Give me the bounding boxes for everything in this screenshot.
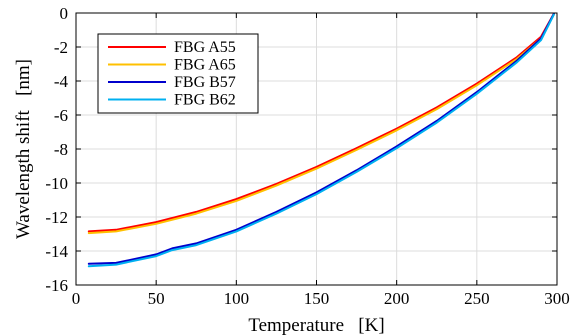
x-tick-label: 250 xyxy=(464,289,490,308)
y-tick-label: -10 xyxy=(45,174,68,193)
series-line-fbg-b57 xyxy=(87,12,555,265)
y-tick-label: -16 xyxy=(45,276,68,295)
y-tick-label: -12 xyxy=(45,208,68,227)
legend-label: FBG B62 xyxy=(174,92,236,109)
y-tick-label: -2 xyxy=(54,38,68,57)
legend-label: FBG A55 xyxy=(174,39,236,56)
y-tick-label: -8 xyxy=(54,140,68,159)
x-axis-label: Temperature [K] xyxy=(248,315,384,336)
series-lines xyxy=(87,12,555,268)
tick-labels: 0 50 100 150 200 250 300 0 -2 -4 -6 -8 -10 -12 -14 -16 xyxy=(45,4,569,308)
x-tick-label: 50 xyxy=(148,289,165,308)
series-line-fbg-b62 xyxy=(87,13,555,268)
grid xyxy=(75,12,558,286)
x-tick-label: 150 xyxy=(304,289,330,308)
x-tick-label: 0 xyxy=(72,289,81,308)
y-tick-label: -6 xyxy=(54,106,68,125)
x-tick-label: 300 xyxy=(544,289,570,308)
series-line-fbg-a55 xyxy=(87,12,555,233)
x-tick-label: 200 xyxy=(384,289,410,308)
y-axis-label: Wavelength shift [nm] xyxy=(13,59,34,239)
ticks xyxy=(75,12,558,286)
series-line-fbg-a65 xyxy=(87,13,555,235)
y-tick-label: 0 xyxy=(60,4,69,23)
legend-label: FBG A65 xyxy=(174,57,236,74)
x-tick-label: 100 xyxy=(224,289,250,308)
y-tick-label: -14 xyxy=(45,242,68,261)
y-tick-label: -4 xyxy=(54,72,69,91)
legend-label: FBG B57 xyxy=(174,74,236,91)
